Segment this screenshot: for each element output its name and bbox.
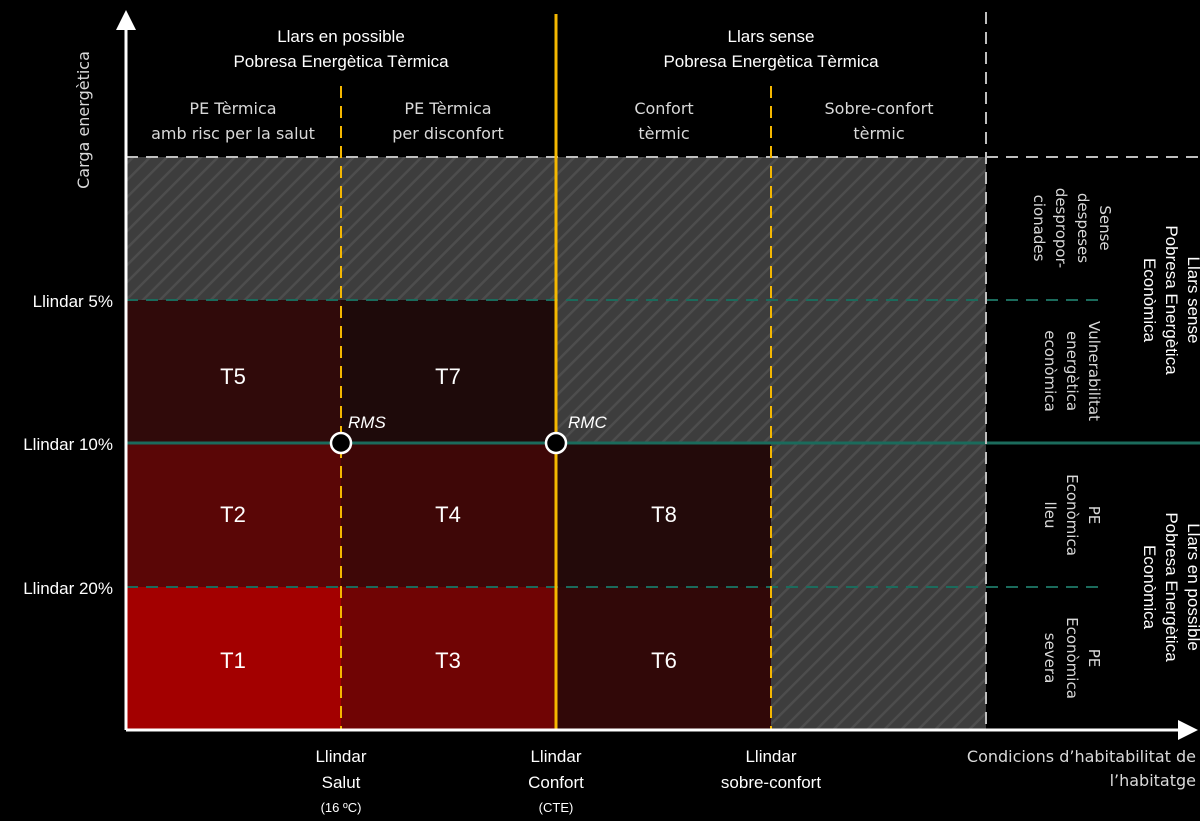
cell-label-t4: T4 [435,502,461,527]
cell-label-t7: T7 [435,364,461,389]
right-group-economic-poverty: Llars en possible Pobresa Energètica Eco… [1140,512,1200,662]
cell-label-t3: T3 [435,648,461,673]
cell-label-t6: T6 [651,648,677,673]
cell-label-t2: T2 [220,502,246,527]
y-axis-label: Carga energètica [74,51,93,189]
threshold-10-label: Llindar 10% [23,435,113,454]
right-row-severe-line1: PE [1085,649,1103,668]
cell-t2 [126,443,341,587]
x-threshold-over-comfort-line2: sobre-confort [721,773,821,792]
right-group-no-economic-line2: Pobresa Energètica [1162,225,1181,375]
right-row-vulnerability-line2: energètica [1063,331,1081,411]
column-header-health-line2: amb risc per la salut [151,124,315,143]
cell-t8 [556,443,771,587]
right-row-severe-line3: severa [1041,633,1059,684]
right-row-no-disproportionate-line2: despeses [1074,193,1092,263]
cell-t5 [126,300,341,443]
x-axis-label-line1: Condicions d’habitabilitat de [967,747,1196,766]
point-rmc [544,431,568,455]
right-row-vulnerability-line3: econòmica [1041,330,1059,412]
column-header-health-line1: PE Tèrmica [189,99,276,118]
column-header-comfort-line2: tèrmic [638,124,689,143]
right-row-no-disproportionate: Sense despeses despropor- cionades [1030,188,1114,268]
x-threshold-comfort-line3: (CTE) [539,800,574,815]
right-group-economic-line2: Pobresa Energètica [1162,512,1181,662]
y-axis-arrow-icon [116,10,136,30]
x-threshold-health-line3: (16 ºC) [321,800,362,815]
header-no-thermal-poverty-line1: Llars sense [728,27,815,46]
right-row-mild-line3: lleu [1041,501,1059,528]
point-label-rms: RMS [348,413,386,432]
column-header-discomfort-line1: PE Tèrmica [404,99,491,118]
right-group-no-economic-poverty: Llars sense Pobresa Energètica Econòmica [1140,225,1200,375]
column-header-over-comfort-line2: tèrmic [853,124,904,143]
right-group-economic-line1: Llars en possible [1184,523,1200,651]
right-row-vulnerability-line1: Vulnerabilitat [1085,321,1103,421]
x-threshold-health-line2: Salut [322,773,361,792]
right-row-no-disproportionate-line3: despropor- [1052,188,1070,268]
right-row-severe-line2: Econòmica [1063,617,1081,699]
cell-t6 [556,587,771,730]
x-threshold-comfort-line1: Llindar [530,747,581,766]
column-header-over-comfort-line1: Sobre-confort [825,99,934,118]
threshold-20-label: Llindar 20% [23,579,113,598]
cell-t7 [341,300,556,443]
right-row-no-disproportionate-line4: cionades [1030,195,1048,262]
point-label-rmc: RMC [568,413,607,432]
cell-label-t8: T8 [651,502,677,527]
right-group-economic-line3: Econòmica [1140,545,1159,630]
cell-t4 [341,443,556,587]
right-group-no-economic-line3: Econòmica [1140,258,1159,343]
cell-t1 [126,587,341,730]
right-row-mild: PE Econòmica lleu [1041,474,1103,556]
right-row-mild-line2: Econòmica [1063,474,1081,556]
x-axis-label-line2: l’habitatge [1110,771,1196,790]
x-threshold-health-line1: Llindar [315,747,366,766]
point-rms [329,431,353,455]
cell-label-t5: T5 [220,364,246,389]
right-row-mild-line1: PE [1085,506,1103,525]
right-row-severe: PE Econòmica severa [1041,617,1103,699]
header-no-thermal-poverty-line2: Pobresa Energètica Tèrmica [663,52,879,71]
right-group-no-economic-line1: Llars sense [1184,257,1200,344]
cell-label-t1: T1 [220,648,246,673]
right-row-no-disproportionate-line1: Sense [1096,205,1114,250]
column-header-comfort-line1: Confort [634,99,693,118]
x-threshold-comfort-line2: Confort [528,773,584,792]
x-axis-arrow-icon [1178,720,1198,740]
x-threshold-over-comfort-line1: Llindar [745,747,796,766]
header-thermal-poverty-line1: Llars en possible [277,27,405,46]
cell-t3 [341,587,556,730]
threshold-5-label: Llindar 5% [33,292,113,311]
right-row-vulnerability: Vulnerabilitat energètica econòmica [1041,321,1103,421]
column-header-discomfort-line2: per disconfort [392,124,504,143]
header-thermal-poverty-line2: Pobresa Energètica Tèrmica [233,52,449,71]
